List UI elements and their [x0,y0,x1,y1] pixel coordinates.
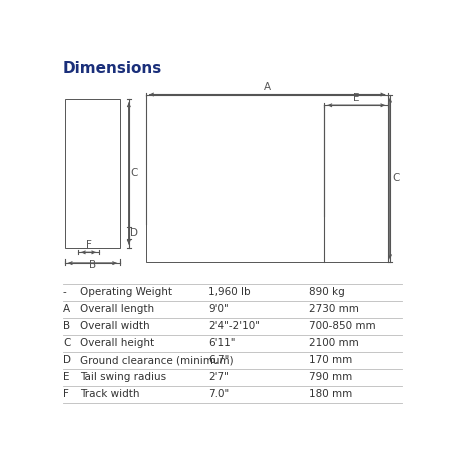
Text: D: D [63,355,71,365]
Text: 6'11": 6'11" [208,338,235,348]
Text: Dimensions: Dimensions [63,61,162,76]
Text: C: C [130,168,138,178]
Text: 170 mm: 170 mm [309,355,352,365]
Text: 790 mm: 790 mm [309,372,352,382]
Text: D: D [130,228,138,238]
Text: B: B [63,321,70,331]
Text: Tail swing radius: Tail swing radius [80,372,166,382]
Bar [64,99,120,248]
Text: Overall width: Overall width [80,321,150,331]
Text: F: F [86,240,91,250]
Text: 2'7": 2'7" [208,372,229,382]
Text: A: A [63,304,70,314]
Text: 2100 mm: 2100 mm [309,338,358,348]
Text: 2'4"-2'10": 2'4"-2'10" [208,321,260,331]
Text: Track width: Track width [80,389,139,399]
Text: F: F [63,389,69,399]
Text: C: C [63,338,70,348]
Text: Overall height: Overall height [80,338,154,348]
Text: Ground clearance (minimum): Ground clearance (minimum) [80,355,234,365]
Text: 6.7": 6.7" [208,355,229,365]
Text: E: E [353,93,360,103]
Text: Overall length: Overall length [80,304,154,314]
Text: C: C [392,173,400,183]
Text: Operating Weight: Operating Weight [80,287,172,297]
Text: A: A [264,82,271,92]
Text: 1,960 lb: 1,960 lb [208,287,251,297]
Text: 2730 mm: 2730 mm [309,304,359,314]
Text: E: E [63,372,69,382]
Bar [146,94,389,262]
Text: 180 mm: 180 mm [309,389,352,399]
Text: 9'0": 9'0" [208,304,229,314]
Text: 700-850 mm: 700-850 mm [309,321,375,331]
Text: -: - [63,287,67,297]
Text: 890 kg: 890 kg [309,287,345,297]
Text: B: B [89,260,96,270]
Text: 7.0": 7.0" [208,389,229,399]
